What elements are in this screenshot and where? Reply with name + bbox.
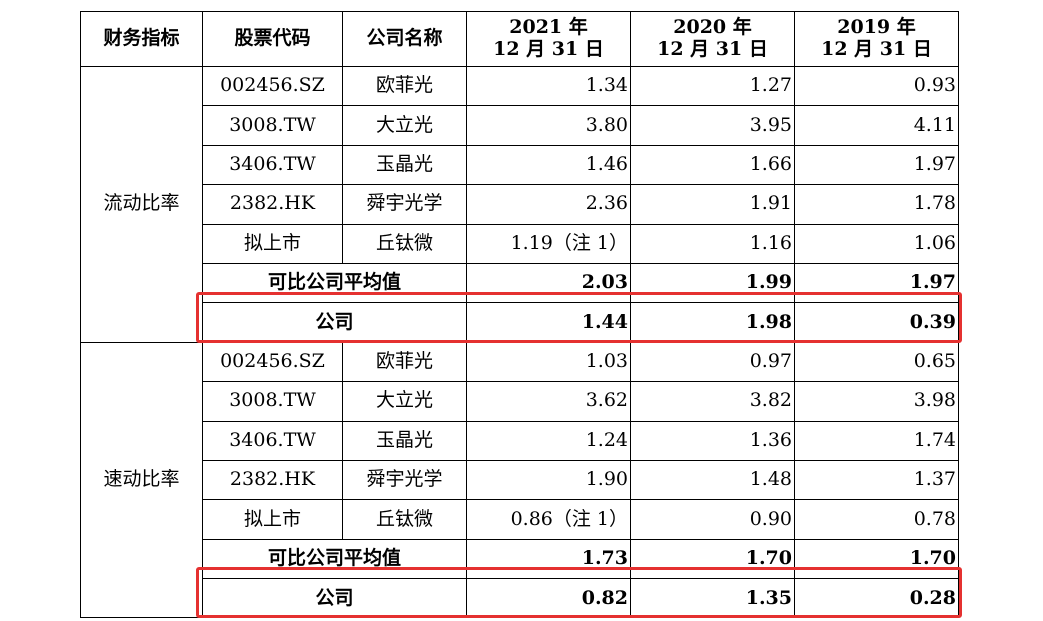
metric-cell-current-ratio: 流动比率	[80, 66, 203, 343]
company-2021: 1.44	[466, 302, 631, 343]
value-2019: 1.06	[794, 223, 959, 264]
value-2021: 1.46	[466, 144, 631, 186]
stock-code: 3406.TW	[202, 420, 343, 461]
value-2019: 3.98	[794, 381, 959, 422]
header-2019-year: 2019 年	[837, 16, 916, 39]
average-2019: 1.70	[794, 538, 959, 580]
value-2021: 1.03	[466, 341, 631, 383]
header-2020: 2020 年 12 月 31 日	[630, 11, 795, 67]
average-label: 可比公司平均值	[202, 538, 467, 580]
value-2020: 0.97	[630, 341, 795, 383]
value-2020: 1.27	[630, 65, 795, 107]
header-2020-year: 2020 年	[673, 16, 752, 39]
company-name: 丘钛微	[342, 499, 467, 540]
company-row: 公司 1.44 1.98 0.39	[81, 302, 959, 343]
financial-ratio-table: 财务指标 股票代码 公司名称 2021 年 12 月 31 日 2020 年 12 …	[80, 11, 959, 619]
table-row: 速动比率 002456.SZ 欧菲光 1.03 0.97 0.65	[80, 341, 959, 619]
average-2021: 1.73	[466, 538, 631, 580]
header-name: 公司名称	[342, 11, 467, 67]
company-2020: 1.98	[630, 302, 795, 343]
company-name: 大立光	[342, 105, 467, 146]
highlight-box-current-ratio-company	[196, 292, 962, 343]
value-2021: 2.36	[466, 184, 631, 225]
value-2020: 1.91	[630, 184, 795, 225]
average-2019: 1.97	[794, 262, 959, 304]
company-name: 欧菲光	[342, 65, 467, 107]
company-name: 欧菲光	[342, 341, 467, 383]
average-row: 可比公司平均值 2.03 1.99 1.97	[81, 262, 959, 304]
header-row: 财务指标 股票代码 公司名称 2021 年 12 月 31 日 2020 年 12 …	[80, 11, 959, 67]
header-code: 股票代码	[202, 11, 343, 67]
average-2021: 2.03	[466, 262, 631, 304]
stock-code: 2382.HK	[202, 184, 343, 225]
table-row: 流动比率 002456.SZ 欧菲光 1.34 1.27 0.93	[80, 65, 959, 343]
table-row: 拟上市 丘钛微 0.86（注 1） 0.90 0.78	[81, 499, 959, 540]
company-2019: 0.39	[794, 302, 959, 343]
value-2021: 0.86（注 1）	[466, 499, 631, 540]
value-2021: 3.80	[466, 105, 631, 146]
company-2019: 0.28	[794, 578, 959, 618]
value-2020: 1.48	[630, 459, 795, 501]
company-name: 丘钛微	[342, 223, 467, 264]
table-row: 2382.HK 舜宇光学 2.36 1.91 1.78	[81, 184, 959, 225]
header-2021: 2021 年 12 月 31 日	[466, 11, 631, 67]
value-2021: 1.90	[466, 459, 631, 501]
value-2019: 4.11	[794, 105, 959, 146]
value-2019: 1.74	[794, 420, 959, 461]
value-2019: 1.78	[794, 184, 959, 225]
header-2021-year: 2021 年	[509, 16, 588, 39]
value-2020: 1.16	[630, 223, 795, 264]
table-row: 2382.HK 舜宇光学 1.90 1.48 1.37	[81, 459, 959, 501]
header-2019-date: 12 月 31 日	[821, 38, 932, 60]
value-2021: 1.34	[466, 65, 631, 107]
table-row: 拟上市 丘钛微 1.19（注 1） 1.16 1.06	[81, 223, 959, 264]
value-2020: 3.95	[630, 105, 795, 146]
stock-code: 002456.SZ	[202, 65, 343, 107]
company-name: 玉晶光	[342, 420, 467, 461]
company-name: 舜宇光学	[342, 459, 467, 501]
stock-code: 002456.SZ	[202, 341, 343, 383]
value-2019: 0.65	[794, 341, 959, 383]
value-2019: 1.97	[794, 144, 959, 186]
table-row: 3406.TW 玉晶光 1.46 1.66 1.97	[81, 144, 959, 186]
value-2020: 1.36	[630, 420, 795, 461]
header-2021-date: 12 月 31 日	[493, 38, 604, 60]
value-2021: 1.24	[466, 420, 631, 461]
metric-cell-quick-ratio: 速动比率	[80, 341, 203, 619]
company-name: 舜宇光学	[342, 184, 467, 225]
value-2019: 1.37	[794, 459, 959, 501]
stock-code: 拟上市	[202, 223, 343, 264]
stock-code: 2382.HK	[202, 459, 343, 501]
value-2020: 3.82	[630, 381, 795, 422]
company-label: 公司	[202, 578, 467, 618]
highlight-box-quick-ratio-company	[196, 567, 962, 618]
company-name: 大立光	[342, 381, 467, 422]
header-2019: 2019 年 12 月 31 日	[794, 11, 959, 67]
company-name: 玉晶光	[342, 144, 467, 186]
value-2020: 1.66	[630, 144, 795, 186]
table-row: 3008.TW 大立光 3.80 3.95 4.11	[81, 105, 959, 146]
header-2020-date: 12 月 31 日	[657, 38, 768, 60]
table-row: 3008.TW 大立光 3.62 3.82 3.98	[81, 381, 959, 422]
stock-code: 3008.TW	[202, 381, 343, 422]
header-metric: 财务指标	[80, 11, 203, 67]
stock-code: 3406.TW	[202, 144, 343, 186]
value-2020: 0.90	[630, 499, 795, 540]
value-2021: 3.62	[466, 381, 631, 422]
average-2020: 1.99	[630, 262, 795, 304]
stock-code: 拟上市	[202, 499, 343, 540]
value-2019: 0.93	[794, 65, 959, 107]
company-2021: 0.82	[466, 578, 631, 618]
stock-code: 3008.TW	[202, 105, 343, 146]
company-row: 公司 0.82 1.35 0.28	[81, 578, 959, 618]
table-row: 3406.TW 玉晶光 1.24 1.36 1.74	[81, 420, 959, 461]
value-2021: 1.19（注 1）	[466, 223, 631, 264]
value-2019: 0.78	[794, 499, 959, 540]
